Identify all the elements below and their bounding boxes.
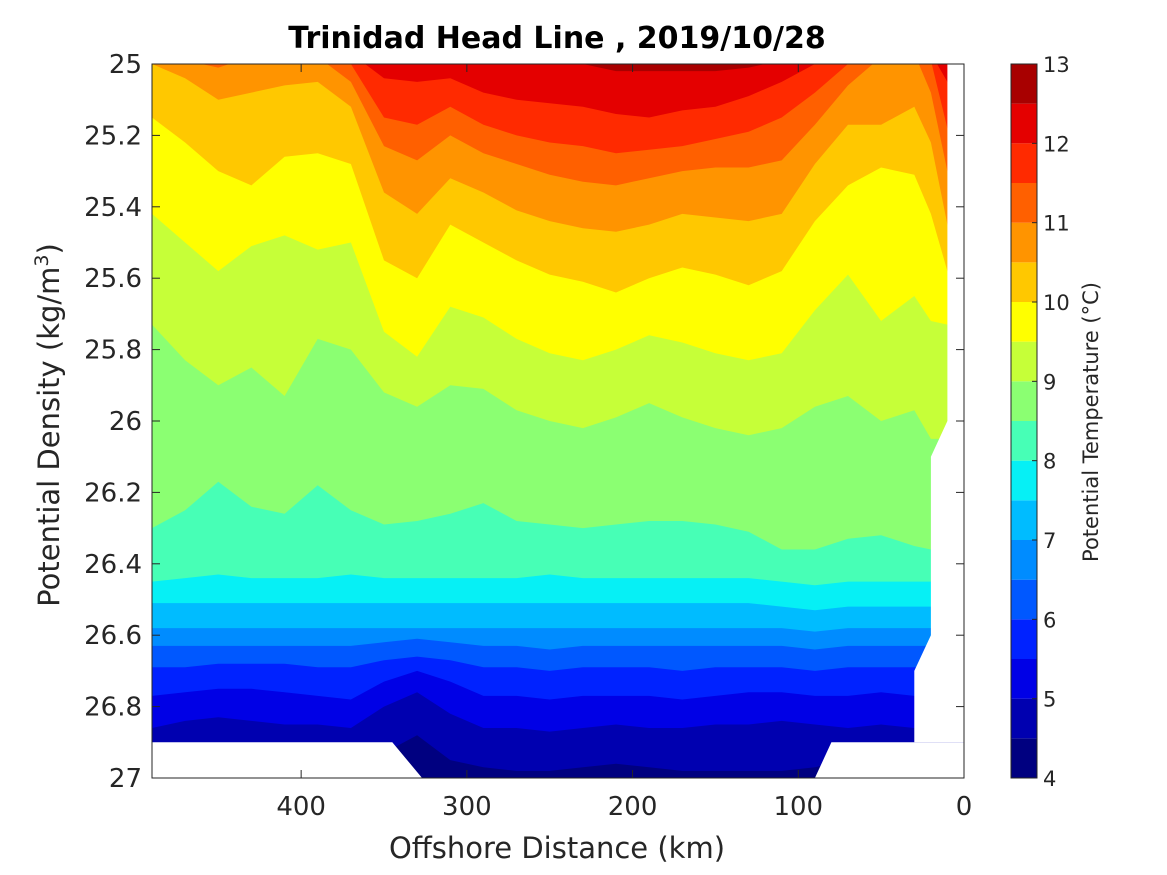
colorbar-tick-label: 13 [1043,53,1070,77]
contour-bands [152,64,964,778]
y-tick-label: 26.4 [84,550,142,580]
colorbar-tick-label: 5 [1043,688,1056,712]
colorbar-segment [1011,659,1037,699]
missing-data-region-1 [152,742,423,778]
x-axis-ticks: 400 300 200 100 0 [276,64,972,822]
colorbar-segment [1011,540,1037,580]
colorbar-tick-label: 7 [1043,529,1056,553]
colorbar-segment [1011,64,1037,104]
y-tick-label: 26.2 [84,478,142,508]
colorbar-label: Potential Temperature (°C) [1079,282,1103,562]
y-axis-label-text: Potential Density (kg/m [32,267,66,607]
y-tick-label: 25.6 [84,264,142,294]
y-tick-label: 26 [109,407,142,437]
colorbar-tick-label: 11 [1043,212,1070,236]
colorbar-tick-label: 6 [1043,608,1056,632]
y-tick-label: 25.2 [84,121,142,151]
colorbar-tick-label: 8 [1043,450,1056,474]
colorbar-tick-label: 12 [1043,132,1070,156]
contour-plot-area [152,64,964,778]
y-tick-label: 25.4 [84,193,142,223]
y-tick-label: 25.8 [84,336,142,366]
x-tick-label: 200 [608,792,658,822]
colorbar-segment [1011,103,1037,144]
colorbar-segment [1011,421,1037,461]
y-axis-label: Potential Density (kg/m3) [31,243,66,607]
missing-data-regions [152,64,964,778]
colorbar-segment [1011,579,1037,620]
y-axis-label-superscript: 3 [31,254,53,266]
colorbar-segment [1011,143,1037,183]
x-tick-label: 0 [956,792,973,822]
y-tick-label: 27 [109,764,142,794]
x-tick-label: 400 [276,792,326,822]
colorbar-segment [1011,222,1037,263]
colorbar: 4 5 6 7 8 9 10 11 12 13 [1010,53,1070,791]
colorbar-segment [1011,738,1037,778]
colorbar-tick-label: 10 [1043,291,1070,315]
y-axis-ticks: 25 25.2 25.4 25.6 25.8 26 26.2 26.4 26.6 26.8 27 [84,50,964,794]
y-axis-label-close: ) [32,243,66,254]
colorbar-segment [1011,698,1037,739]
colorbar-tick-label: 9 [1043,370,1056,394]
colorbar-segment [1011,341,1037,382]
x-tick-label: 300 [442,792,492,822]
colorbar-frame [1010,63,1038,779]
x-axis-label: Offshore Distance (km) [389,831,725,865]
colorbar-tick-label: 4 [1043,767,1056,791]
colorbar-segment [1011,302,1037,342]
colorbar-segment [1011,183,1037,223]
chart-title: Trinidad Head Line , 2019/10/28 [288,21,825,56]
colorbar-segment [1011,262,1037,302]
x-tick-label: 100 [773,792,823,822]
y-tick-label: 26.6 [84,621,142,651]
colorbar-segment [1011,460,1037,501]
missing-data-region-3 [914,64,964,743]
y-tick-label: 25 [109,50,142,80]
missing-data-region-2 [814,742,964,778]
colorbar-segment [1011,619,1037,659]
y-tick-label: 26.8 [84,693,142,723]
colorbar-segment [1011,381,1037,421]
colorbar-segment [1011,500,1037,540]
